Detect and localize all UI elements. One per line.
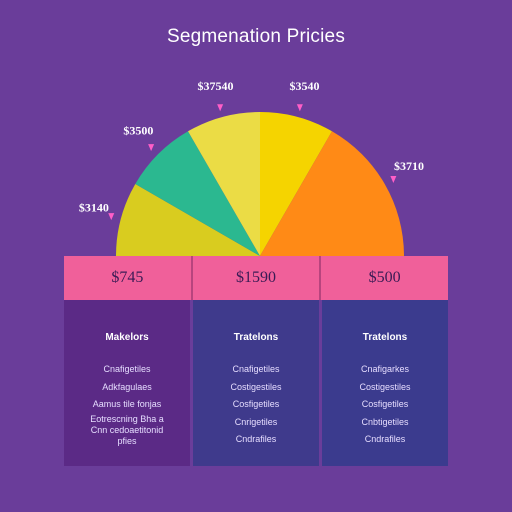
pie-slice-4 <box>260 112 332 256</box>
panel-line: Cnbtigetiles <box>361 416 409 427</box>
panel-line: Costigestiles <box>230 381 282 392</box>
slice-marker-3 <box>217 104 224 112</box>
segment-panels: Makelors Cnafigetiles Adkfagulaes Aamus … <box>64 300 448 466</box>
slice-marker-4 <box>296 104 303 112</box>
price-cell-2: $1590 <box>190 256 320 300</box>
pie-slice-1 <box>116 184 260 256</box>
price-cell-3: $500 <box>319 256 448 300</box>
panel-line: Adkfagulaes <box>102 381 152 392</box>
price-cell-1: $745 <box>111 269 144 286</box>
panel-line: Eotrescning Bha a <box>90 413 164 424</box>
slice-marker-1 <box>108 213 115 221</box>
panel-title: Tratelons <box>233 332 279 343</box>
chart-title: Segmenation Pricies <box>166 26 346 47</box>
slice-label-3: $37540 <box>197 79 233 93</box>
segment-panel-3: Tratelons Cnafigarkes Costigestiles Cosf… <box>322 300 448 466</box>
slice-marker-2 <box>148 144 155 152</box>
pie-slice-3 <box>188 112 260 256</box>
slice-label-1: $3140 <box>79 200 109 214</box>
panel-line: Cosfigetiles <box>232 399 280 409</box>
panel-line: pfies <box>117 435 137 446</box>
panel-line: Cosfigetiles <box>361 399 409 409</box>
slice-label-5: $3710 <box>394 159 424 173</box>
segment-panel-1: Makelors Cnafigetiles Adkfagulaes Aamus … <box>64 300 190 466</box>
pie-slice-2 <box>135 131 260 256</box>
panel-title: Tratelons <box>362 332 408 343</box>
panel-line: Cndrafiles <box>235 434 277 444</box>
pie-slice-5 <box>260 131 404 256</box>
panel-line: Cnn cedoaetitonid <box>90 424 164 435</box>
panel-title: Makelors <box>105 332 149 343</box>
panel-line: Costigestiles <box>359 381 411 392</box>
panel-line: Cnafigetiles <box>232 364 280 374</box>
panel-line: Cnrigetiles <box>234 416 278 427</box>
price-bar: $745 $1590 $500 <box>64 256 448 300</box>
slice-label-2: $3500 <box>123 123 153 137</box>
slice-marker-5 <box>390 176 397 183</box>
slice-label-4: $3540 <box>290 79 320 93</box>
panel-line: Cnafigetiles <box>103 364 151 374</box>
panel-line: Aamus tile fonjas <box>92 399 162 409</box>
panel-line: Cndrafiles <box>364 434 406 444</box>
panel-line: Cnafigarkes <box>360 364 410 374</box>
segment-panel-2: Tratelons Cnafigetiles Costigestiles Cos… <box>193 300 319 466</box>
